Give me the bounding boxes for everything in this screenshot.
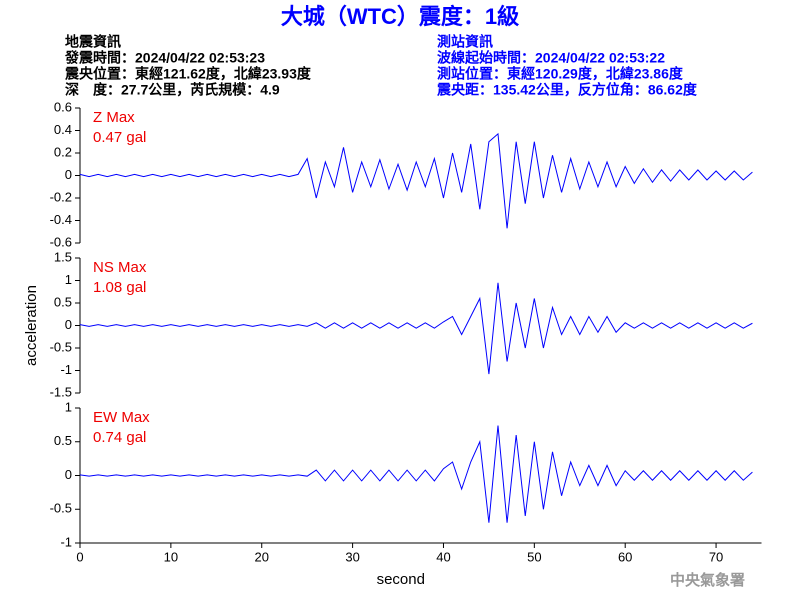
y-tick-label: -0.4 — [50, 212, 72, 227]
y-tick-label: -1 — [60, 362, 72, 377]
y-tick-label: -0.5 — [50, 501, 72, 516]
panel-label: NS Max — [93, 259, 147, 276]
y-tick-label: -0.2 — [50, 189, 72, 204]
y-tick-label: 0.6 — [54, 99, 72, 114]
y-tick-label: 1.5 — [54, 249, 72, 264]
y-tick-label: 0.5 — [54, 294, 72, 309]
y-tick-label: 0.4 — [54, 122, 72, 137]
y-tick-label: -0.6 — [50, 234, 72, 249]
x-tick-label: 30 — [345, 549, 359, 564]
panel-label: Z Max — [93, 109, 135, 126]
x-tick-label: 10 — [164, 549, 178, 564]
waveform — [79, 282, 753, 375]
panel-max: 0.74 gal — [93, 429, 146, 446]
y-tick-label: -0.5 — [50, 339, 72, 354]
y-tick-label: -1.5 — [50, 384, 72, 399]
y-tick-label: 0 — [65, 317, 72, 332]
panel-max: 1.08 gal — [93, 279, 146, 296]
x-tick-label: 50 — [527, 549, 541, 564]
station-line: 震央距：135.42公里，反方位角：86.62度 — [436, 82, 698, 98]
info-line: 深 度：27.7公里，芮氏規模：4.9 — [65, 82, 280, 98]
info-line: 地震資訊 — [65, 34, 121, 50]
y-tick-label: 0 — [65, 467, 72, 482]
footer: 中央氣象署 — [670, 571, 745, 589]
station-line: 測站位置：東經120.29度，北緯23.86度 — [437, 66, 684, 82]
panel-max: 0.47 gal — [93, 129, 146, 146]
x-tick-label: 20 — [254, 549, 268, 564]
y-tick-label: 1 — [65, 399, 72, 414]
x-tick-label: 70 — [709, 549, 723, 564]
waveform — [79, 132, 753, 229]
y-tick-label: 0.5 — [54, 433, 72, 448]
title: 大城（WTC）震度：1級 — [281, 4, 519, 29]
y-tick-label: 0 — [65, 167, 72, 182]
waveform — [79, 425, 753, 523]
y-tick-label: -1 — [60, 534, 72, 549]
x-tick-label: 60 — [618, 549, 632, 564]
station-line: 波線起始時間：2024/04/22 02:53:22 — [437, 50, 665, 66]
x-tick-label: 0 — [76, 549, 83, 564]
x-tick-label: 40 — [436, 549, 450, 564]
y-tick-label: 1 — [65, 272, 72, 287]
station-line: 測站資訊 — [437, 34, 493, 50]
y-tick-label: 0.2 — [54, 144, 72, 159]
x-axis-label: second — [377, 571, 425, 588]
panel-label: EW Max — [93, 409, 150, 426]
info-line: 震央位置：東經121.62度，北緯23.93度 — [64, 66, 312, 82]
y-axis-label: acceleration — [23, 285, 40, 366]
info-line: 發震時間：2024/04/22 02:53:23 — [64, 50, 265, 66]
